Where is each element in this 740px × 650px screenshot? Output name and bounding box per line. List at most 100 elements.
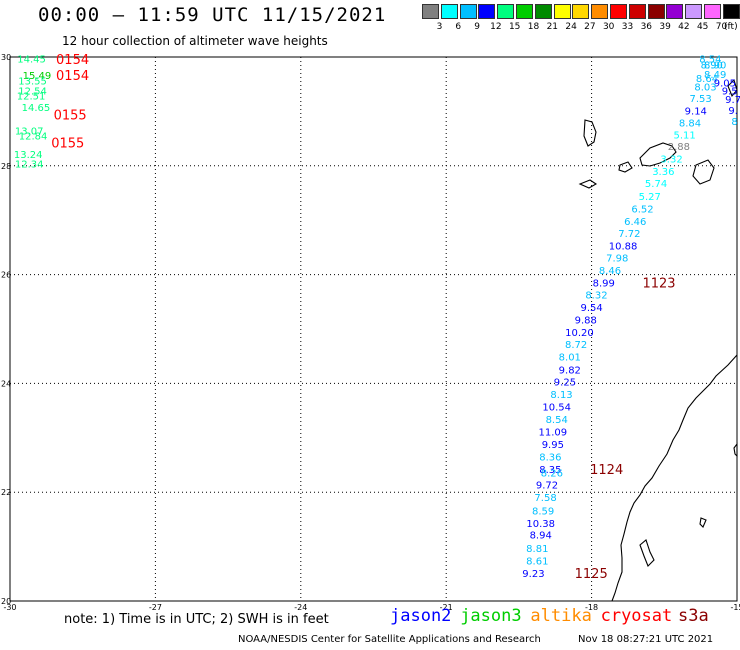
legend-label: 42 bbox=[678, 22, 690, 32]
swh-value-label: 14.45 bbox=[17, 55, 46, 66]
legend-label: 12 bbox=[490, 22, 502, 32]
lon-tick-label: -30 bbox=[3, 603, 16, 612]
legend-swatch bbox=[553, 4, 571, 19]
swh-value-label: 8.90 bbox=[704, 61, 726, 72]
swh-value-label: 8.35 bbox=[539, 465, 561, 476]
swh-value-label: 12.54 bbox=[18, 86, 47, 97]
island-gomera bbox=[618, 161, 633, 173]
swh-value-label: 8.32 bbox=[585, 290, 607, 301]
map-title: 00:00 – 11:59 UTC 11/15/2021 bbox=[38, 4, 387, 26]
swh-value-label: 3.36 bbox=[652, 167, 674, 178]
swh-value-label: 9.5 bbox=[722, 86, 738, 97]
lat-tick-label: 28 bbox=[1, 162, 11, 171]
legend-label: 39 bbox=[659, 22, 671, 32]
island-la-palma bbox=[583, 119, 597, 147]
map-frame bbox=[9, 56, 738, 602]
legend-swatch bbox=[422, 4, 439, 19]
legend-swatch bbox=[440, 4, 458, 19]
timestamp: Nov 18 08:27:21 UTC 2021 bbox=[578, 634, 714, 645]
lon-tick-label: -21 bbox=[440, 603, 453, 612]
legend-swatch bbox=[704, 4, 721, 19]
island-tenerife bbox=[639, 142, 677, 167]
swh-value-label: 8.36 bbox=[539, 452, 561, 463]
lat-tick-label: 26 bbox=[1, 271, 11, 280]
legend-unit: (ft) bbox=[724, 22, 738, 32]
swh-value-label: 8.13 bbox=[550, 390, 572, 401]
swh-value-label: 12.34 bbox=[15, 160, 44, 171]
swh-value-label: 9.95 bbox=[542, 440, 564, 451]
swh-value-label: 8.81 bbox=[526, 544, 548, 555]
swh-value-label: 5.27 bbox=[639, 192, 661, 203]
legend-label: 6 bbox=[455, 22, 462, 32]
islet-b bbox=[733, 442, 738, 458]
swh-value-label: 6.46 bbox=[624, 217, 646, 228]
legend-swatch bbox=[459, 4, 477, 19]
swh-value-label: 12.51 bbox=[17, 92, 46, 103]
swh-value-label: 8.26 bbox=[541, 469, 563, 480]
legend-swatch bbox=[497, 4, 515, 19]
swh-value-label: 8.01 bbox=[559, 352, 581, 363]
swh-value-label: 8.72 bbox=[565, 340, 587, 351]
pass-time-label: 0155 bbox=[51, 137, 84, 152]
swh-value-label: 9.14 bbox=[685, 106, 707, 117]
africa-coastline bbox=[611, 354, 738, 602]
credit-text: NOAA/NESDIS Center for Satellite Applica… bbox=[238, 634, 541, 645]
legend-swatch bbox=[534, 4, 552, 19]
pass-time-label: 0155 bbox=[54, 108, 87, 123]
legend-label: 9 bbox=[474, 22, 480, 32]
swh-value-label: 8.90 bbox=[701, 61, 723, 72]
swh-value-label: 8 bbox=[731, 117, 737, 128]
swh-value-label: 9. bbox=[728, 106, 738, 117]
swh-value-label: 8.99 bbox=[593, 278, 615, 289]
swh-value-label: 15.49 bbox=[23, 71, 52, 82]
satellite-name: jason3 bbox=[460, 606, 522, 626]
island-hierro bbox=[578, 179, 598, 189]
swh-value-label: 10.54 bbox=[542, 402, 571, 413]
swh-value-label: 9.25 bbox=[554, 377, 576, 388]
swh-value-label: 8.54 bbox=[546, 415, 568, 426]
satellite-name: jason2 bbox=[390, 606, 452, 626]
lat-tick-label: 30 bbox=[1, 53, 11, 62]
swh-value-label: 9.23 bbox=[522, 569, 544, 580]
pass-time-label: 1123 bbox=[642, 276, 675, 291]
islet-a bbox=[699, 517, 707, 528]
legend-label: 30 bbox=[602, 22, 615, 32]
swh-value-label: 12.84 bbox=[19, 131, 48, 142]
swh-value-label: 8.46 bbox=[599, 266, 621, 277]
swh-value-label: 9.82 bbox=[559, 365, 581, 376]
swh-value-label: 8.64 bbox=[696, 74, 718, 85]
coastline bbox=[578, 78, 738, 602]
legend-label: 18 bbox=[527, 22, 540, 32]
satellite-name: cryosat bbox=[600, 606, 673, 626]
swh-value-label: 3.32 bbox=[660, 154, 682, 165]
swh-value-label: 6.52 bbox=[631, 204, 653, 215]
swh-value-label: 7.58 bbox=[534, 493, 556, 504]
swh-value-label: 8.84 bbox=[679, 118, 701, 129]
swh-value-label: 2.88 bbox=[668, 142, 690, 153]
swh-value-label: 7.72 bbox=[618, 229, 640, 240]
swh-value-label: 9.05 bbox=[714, 79, 736, 90]
legend-label: 3 bbox=[436, 22, 443, 32]
cape-blanc-inlet bbox=[639, 539, 655, 567]
legend-swatch bbox=[628, 4, 646, 19]
legend-label: 24 bbox=[565, 22, 577, 32]
swh-value-label: 8.49 bbox=[704, 70, 726, 81]
swh-value-label: 5.74 bbox=[645, 179, 667, 190]
axis-labels: -30 -27 -24 -21 -18 -15 30 28 26 24 22 20 bbox=[1, 53, 740, 612]
pass-time-label: 1125 bbox=[575, 567, 608, 582]
swh-value-label: 13.07 bbox=[15, 127, 44, 138]
swh-value-label: 8.94 bbox=[530, 531, 552, 542]
legend-swatch bbox=[685, 4, 703, 19]
lon-tick-label: -15 bbox=[730, 603, 740, 612]
lon-tick-label: -27 bbox=[149, 603, 162, 612]
legend-label: 15 bbox=[508, 22, 521, 32]
swh-value-label: 7.98 bbox=[606, 253, 628, 264]
satellite-name: s3a bbox=[678, 606, 709, 626]
lat-tick-label: 20 bbox=[1, 597, 11, 606]
legend-swatch bbox=[666, 4, 684, 19]
swh-value-label: 13.55 bbox=[18, 77, 47, 88]
swh-value-label: 13.24 bbox=[14, 150, 43, 161]
satellite-name: altika bbox=[530, 606, 592, 626]
swh-value-label: 8.54 bbox=[699, 55, 721, 66]
